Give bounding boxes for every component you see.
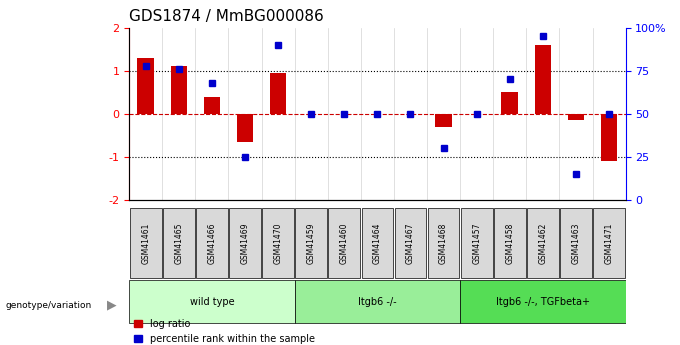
Bar [270,73,286,114]
FancyBboxPatch shape [362,208,393,278]
Text: GSM41457: GSM41457 [472,223,481,264]
Text: GSM41471: GSM41471 [605,223,613,264]
Text: Itgb6 -/-, TGFbeta+: Itgb6 -/-, TGFbeta+ [496,297,590,307]
FancyBboxPatch shape [130,208,162,278]
Text: Itgb6 -/-: Itgb6 -/- [358,297,396,307]
Text: GSM41458: GSM41458 [505,223,514,264]
FancyBboxPatch shape [196,208,228,278]
FancyBboxPatch shape [460,280,626,323]
FancyBboxPatch shape [560,208,592,278]
Text: GSM41468: GSM41468 [439,223,448,264]
Legend: log ratio, percentile rank within the sample: log ratio, percentile rank within the sa… [134,319,315,344]
FancyBboxPatch shape [262,208,294,278]
Bar [203,97,220,114]
Text: GSM41461: GSM41461 [141,223,150,264]
Text: wild type: wild type [190,297,234,307]
FancyBboxPatch shape [163,208,194,278]
Bar [600,114,617,161]
FancyBboxPatch shape [229,208,261,278]
Text: GSM41462: GSM41462 [539,223,547,264]
Bar [171,66,187,114]
Text: ▶: ▶ [107,299,117,312]
Text: GSM41469: GSM41469 [241,223,250,264]
FancyBboxPatch shape [295,208,327,278]
Text: GSM41467: GSM41467 [406,223,415,264]
Text: GDS1874 / MmBG000086: GDS1874 / MmBG000086 [129,9,324,24]
Text: GSM41460: GSM41460 [340,223,349,264]
FancyBboxPatch shape [328,208,360,278]
FancyBboxPatch shape [527,208,559,278]
Text: GSM41464: GSM41464 [373,223,382,264]
Text: genotype/variation: genotype/variation [5,301,92,310]
Bar [534,45,551,114]
FancyBboxPatch shape [593,208,625,278]
FancyBboxPatch shape [394,208,426,278]
Bar [435,114,452,127]
Bar [237,114,253,142]
FancyBboxPatch shape [494,208,526,278]
Bar [137,58,154,114]
Text: GSM41470: GSM41470 [273,223,283,264]
Text: GSM41466: GSM41466 [207,223,216,264]
FancyBboxPatch shape [428,208,460,278]
Text: GSM41463: GSM41463 [571,223,581,264]
FancyBboxPatch shape [294,280,460,323]
FancyBboxPatch shape [461,208,492,278]
Text: GSM41465: GSM41465 [174,223,184,264]
Text: GSM41459: GSM41459 [307,223,316,264]
FancyBboxPatch shape [129,280,294,323]
Bar [568,114,584,120]
Bar [501,92,518,114]
